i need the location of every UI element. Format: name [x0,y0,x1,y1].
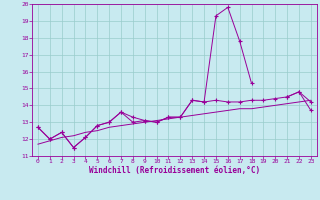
X-axis label: Windchill (Refroidissement éolien,°C): Windchill (Refroidissement éolien,°C) [89,166,260,175]
